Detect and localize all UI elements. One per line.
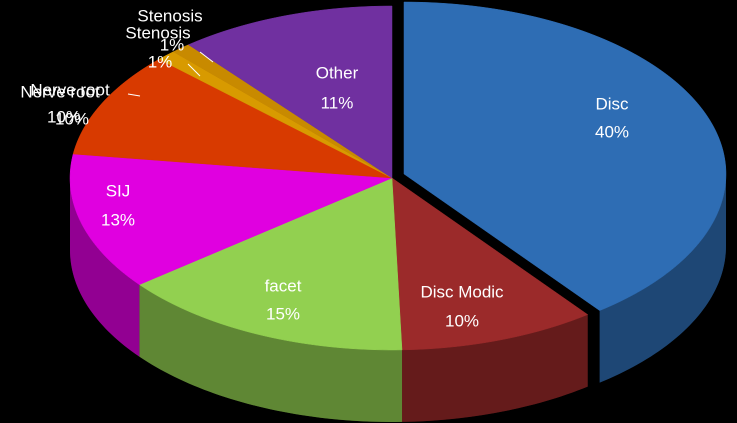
slice-side-shade: [139, 284, 403, 422]
slice-value-label: 11%: [321, 93, 354, 112]
slice-value-label: 10%: [445, 311, 479, 330]
slice-label: facet: [265, 276, 302, 295]
slice-label: Other: [316, 63, 359, 82]
slice: [72, 58, 393, 179]
leader-line: [127, 93, 141, 97]
slice: [391, 177, 589, 351]
slice-value-label: 15%: [266, 304, 300, 323]
slice-side: [599, 174, 726, 383]
slice-side: [139, 284, 403, 422]
slice-value-label: 1%: [148, 52, 173, 71]
slice-side: [402, 314, 588, 422]
slice-label: Stenosis: [137, 6, 202, 25]
slice-label: SIJ: [106, 181, 131, 200]
leader-line: [199, 51, 214, 63]
leader-line: [187, 63, 201, 77]
slice-value-label: 13%: [101, 210, 135, 229]
slice-value-label: 10%: [47, 107, 81, 126]
slice-side-shade: [70, 178, 140, 357]
slice-label: Stenosis: [125, 23, 190, 42]
slice-side: [70, 178, 140, 357]
slice-value-label: 40%: [595, 122, 629, 141]
slice-label: Nerve root: [30, 80, 110, 99]
slice-label: Disc: [595, 94, 629, 113]
slice-label: Disc Modic: [420, 282, 504, 301]
slice-side-shade: [599, 174, 726, 383]
slice-side-shade: [402, 314, 588, 422]
slice: [138, 177, 403, 351]
slice: [187, 5, 393, 179]
slice: [403, 1, 727, 311]
slice-label: Nerve root: [20, 82, 100, 101]
slice-value-label: 10%: [55, 109, 89, 128]
slice-value-label: 1%: [160, 35, 185, 54]
slice: [69, 153, 393, 285]
